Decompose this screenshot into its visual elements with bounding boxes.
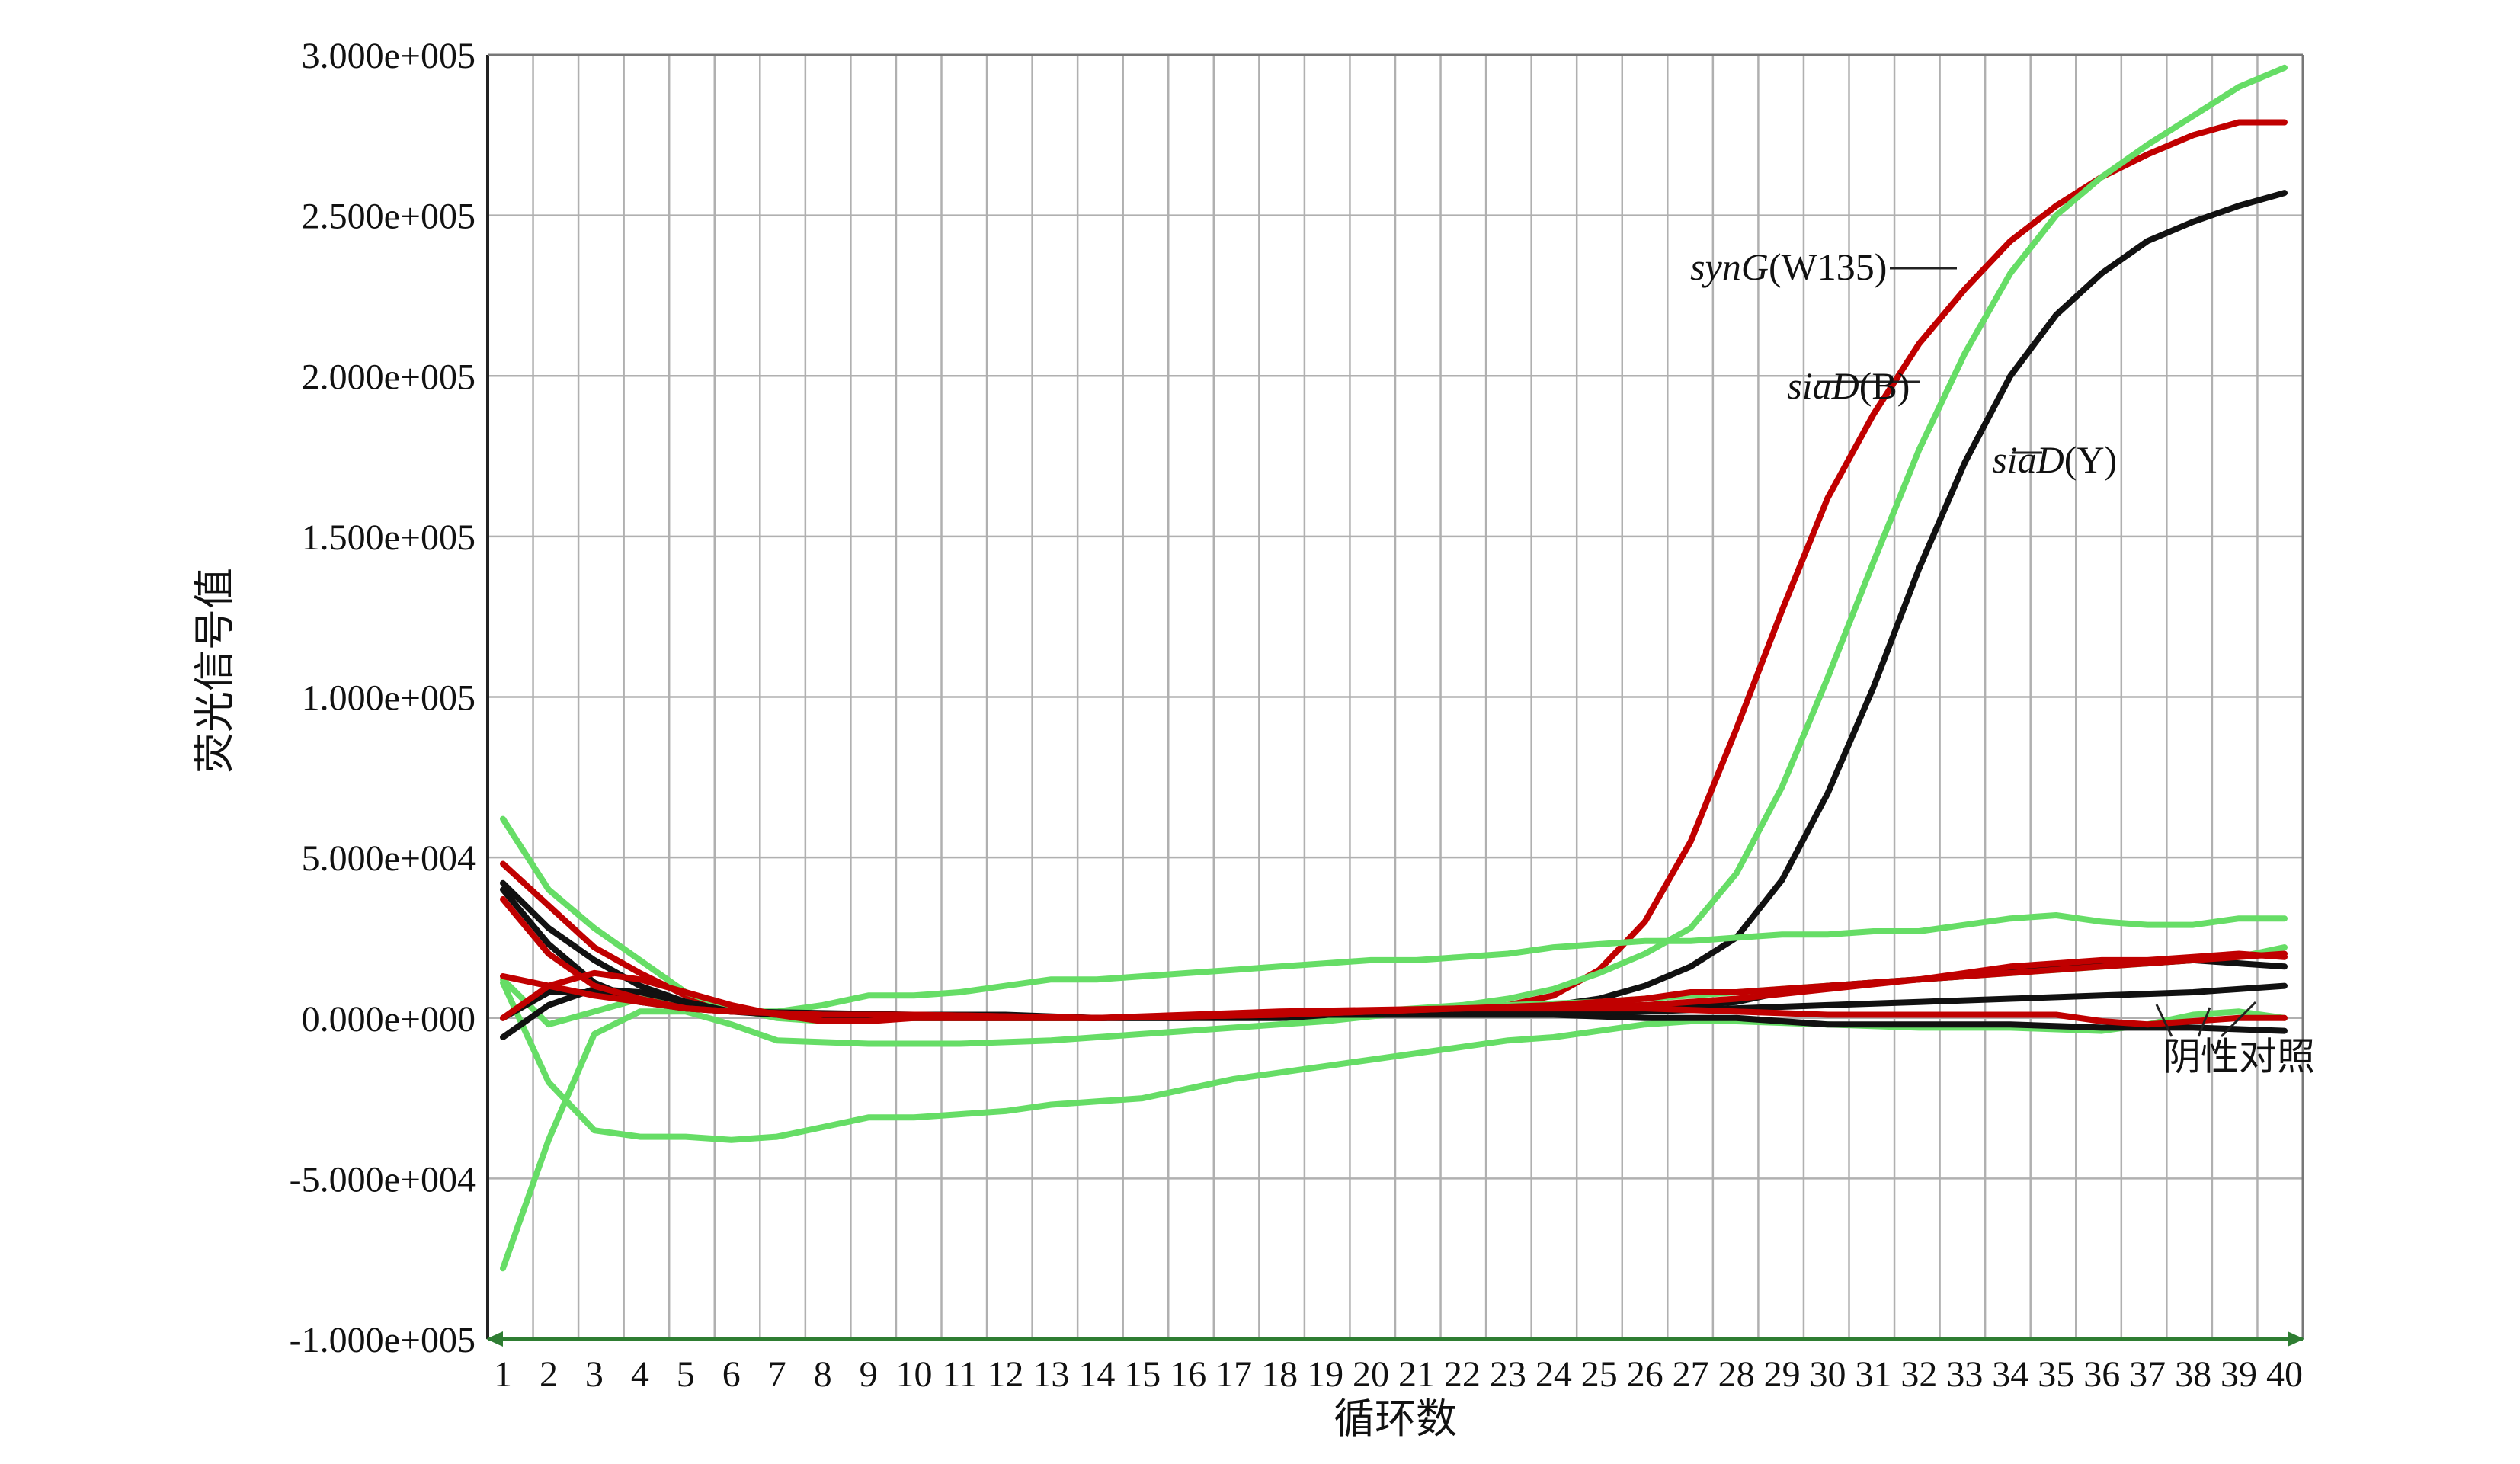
x-tick-label: 32 bbox=[1900, 1354, 1937, 1395]
x-tick-label: 4 bbox=[631, 1354, 649, 1395]
series-line-1 bbox=[500, 119, 2288, 1021]
x-tick-label: 29 bbox=[1764, 1354, 1801, 1395]
axis-layer bbox=[486, 53, 2304, 1347]
series-layer bbox=[500, 64, 2288, 1272]
x-tick-label: 38 bbox=[2175, 1354, 2211, 1395]
x-axis-arrow-right bbox=[2288, 1331, 2304, 1347]
x-tick-label: 12 bbox=[987, 1354, 1023, 1395]
series-line-8 bbox=[500, 886, 2288, 1021]
x-tick-label: 17 bbox=[1215, 1354, 1252, 1395]
x-tick-label: 20 bbox=[1353, 1354, 1389, 1395]
x-tick-label: 34 bbox=[1992, 1354, 2028, 1395]
x-tick-label: 28 bbox=[1718, 1354, 1755, 1395]
x-tick-label: 13 bbox=[1033, 1354, 1069, 1395]
x-tick-label: 26 bbox=[1627, 1354, 1663, 1395]
x-tick-label: 35 bbox=[2038, 1354, 2074, 1395]
x-tick-labels: 1 2 3 4 5 6 7 8 9 10 11 12 13 14 15 16 17 18 19 20 21 22 23 24 2… bbox=[494, 1354, 2303, 1395]
grid-layer bbox=[486, 53, 2304, 1341]
x-tick-label: 37 bbox=[2129, 1354, 2166, 1395]
x-tick-label: 21 bbox=[1398, 1354, 1435, 1395]
x-tick-label: 5 bbox=[677, 1354, 695, 1395]
x-tick-label: 16 bbox=[1170, 1354, 1206, 1395]
x-tick-label: 27 bbox=[1673, 1354, 1709, 1395]
x-tick-label: 36 bbox=[2083, 1354, 2120, 1395]
annotation-label: siaD(B) bbox=[1787, 364, 1910, 407]
x-tick-label: 39 bbox=[2221, 1354, 2257, 1395]
x-tick-label: 24 bbox=[1535, 1354, 1572, 1395]
annotation-label: synG(W135) bbox=[1690, 245, 1887, 288]
x-tick-label: 30 bbox=[1810, 1354, 1846, 1395]
x-tick-label: 7 bbox=[768, 1354, 786, 1395]
annotations: synG(W135) siaD(B) siaD(Y) 阴性对照 bbox=[1690, 245, 2315, 1078]
y-axis-title: 荧光信号值 bbox=[192, 568, 238, 774]
x-tick-label: 23 bbox=[1490, 1354, 1526, 1395]
annotation-leader bbox=[2197, 1007, 2211, 1037]
x-tick-label: 40 bbox=[2266, 1354, 2303, 1395]
y-tick-label: 3.000e+005 bbox=[302, 36, 476, 76]
y-tick-labels: 3.000e+005 2.500e+005 2.000e+005 1.500e+005… bbox=[290, 36, 476, 1360]
x-tick-label: 31 bbox=[1855, 1354, 1891, 1395]
series-line-3 bbox=[500, 190, 2288, 1021]
y-tick-label: 1.000e+005 bbox=[302, 678, 476, 719]
series-line-5 bbox=[500, 979, 2288, 1143]
x-tick-label: 15 bbox=[1124, 1354, 1161, 1395]
x-tick-label: 25 bbox=[1581, 1354, 1618, 1395]
annotation-leader bbox=[2155, 1004, 2173, 1037]
x-tick-label: 6 bbox=[722, 1354, 741, 1395]
x-tick-label: 18 bbox=[1261, 1354, 1298, 1395]
series-line-4 bbox=[500, 912, 2288, 1028]
y-tick-label: 2.000e+005 bbox=[302, 357, 476, 397]
x-tick-label: 33 bbox=[1946, 1354, 1983, 1395]
series-line-2 bbox=[500, 64, 2288, 1024]
x-tick-label: 8 bbox=[814, 1354, 832, 1395]
annotation-label: siaD(Y) bbox=[1992, 438, 2117, 481]
x-tick-label: 3 bbox=[585, 1354, 604, 1395]
x-tick-label: 10 bbox=[896, 1354, 933, 1395]
x-tick-label: 2 bbox=[540, 1354, 558, 1395]
x-tick-label: 9 bbox=[860, 1354, 878, 1395]
y-tick-label: 5.000e+004 bbox=[302, 838, 476, 879]
y-tick-label: 1.500e+005 bbox=[302, 517, 476, 558]
x-tick-label: 1 bbox=[494, 1354, 512, 1395]
y-tick-label: -1.000e+005 bbox=[290, 1320, 476, 1360]
annotation-leader bbox=[2220, 1001, 2257, 1038]
x-tick-label: 11 bbox=[942, 1354, 977, 1395]
series-line-12 bbox=[500, 950, 2288, 1024]
x-tick-label: 22 bbox=[1444, 1354, 1481, 1395]
x-axis-arrow-left bbox=[486, 1331, 503, 1347]
annotation-label: 阴性对照 bbox=[2163, 1035, 2315, 1078]
x-axis-title: 循环数 bbox=[1334, 1396, 1457, 1442]
y-tick-label: -5.000e+004 bbox=[290, 1159, 476, 1200]
y-tick-label: 2.500e+005 bbox=[302, 197, 476, 237]
y-tick-label: 0.000e+000 bbox=[302, 999, 476, 1040]
annotation-leaders bbox=[1817, 267, 2257, 1038]
x-tick-label: 19 bbox=[1307, 1354, 1343, 1395]
x-tick-label: 14 bbox=[1078, 1354, 1115, 1395]
